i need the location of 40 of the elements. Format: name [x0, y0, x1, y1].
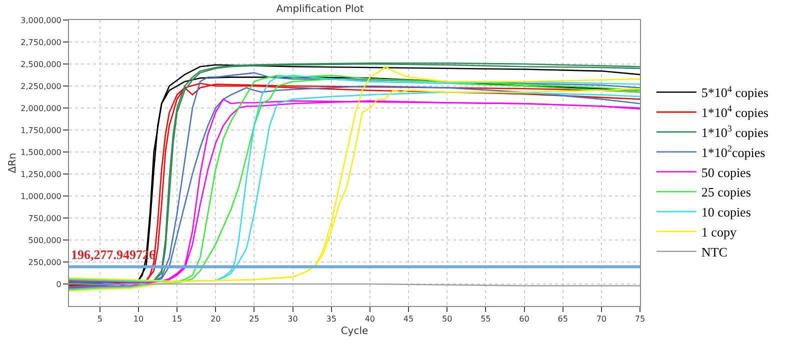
y-tick-label: 750,000 [28, 214, 62, 223]
y-tick-label: 2,500,000 [20, 60, 62, 69]
y-tick-label: 2,750,000 [20, 38, 62, 47]
y-tick-label: 1,000,000 [20, 192, 62, 201]
x-tick-label: 60 [519, 314, 530, 324]
x-tick-label: 30 [288, 314, 298, 324]
y-tick-label: 2,000,000 [20, 104, 62, 113]
legend-label: 1 copy [701, 224, 737, 240]
x-tick-label: 5 [97, 314, 102, 324]
x-tick-label: 25 [249, 314, 260, 324]
x-tick-label: 70 [596, 314, 607, 324]
x-tick-label: 40 [364, 314, 376, 324]
x-tick-label: 20 [210, 314, 221, 324]
x-axis-title: Cycle [340, 326, 368, 338]
legend-label: 1*10$^{3}$ copies [701, 124, 768, 140]
x-tick-label: 65 [558, 314, 568, 324]
legend-label: 10 copies [701, 204, 751, 220]
y-tick-label: 0 [56, 280, 62, 289]
x-tick-label: 50 [442, 314, 452, 324]
legend-label: 25 copies [701, 184, 751, 200]
y-axis-title: ΔRn [8, 152, 19, 174]
legend-label: 5*10$^{4}$ copies [701, 84, 768, 100]
legend-label: 50 copies [701, 164, 751, 180]
x-tick-label: 55 [480, 314, 491, 324]
y-tick-label: 250,000 [28, 258, 62, 267]
y-tick-label: 1,750,000 [20, 126, 62, 135]
y-tick-label: 2,250,000 [20, 82, 62, 91]
y-tick-label: 3,000,000 [20, 16, 62, 25]
y-tick-label: 1,500,000 [20, 148, 62, 157]
x-tick-label: 10 [133, 314, 144, 324]
y-tick-label: 1,250,000 [20, 170, 62, 179]
y-tick-label: 500,000 [28, 236, 62, 245]
chart-title: Amplification Plot [276, 4, 364, 16]
legend-label: 1*10$^{4}$ copies [701, 104, 768, 120]
x-tick-label: 75 [634, 314, 646, 324]
x-tick-label: 45 [403, 314, 414, 324]
legend-label: 1*10$^{2}$copies [701, 143, 766, 160]
legend-label: NTC [701, 244, 728, 260]
x-tick-label: 15 [172, 314, 182, 324]
x-tick-label: 35 [326, 314, 336, 324]
